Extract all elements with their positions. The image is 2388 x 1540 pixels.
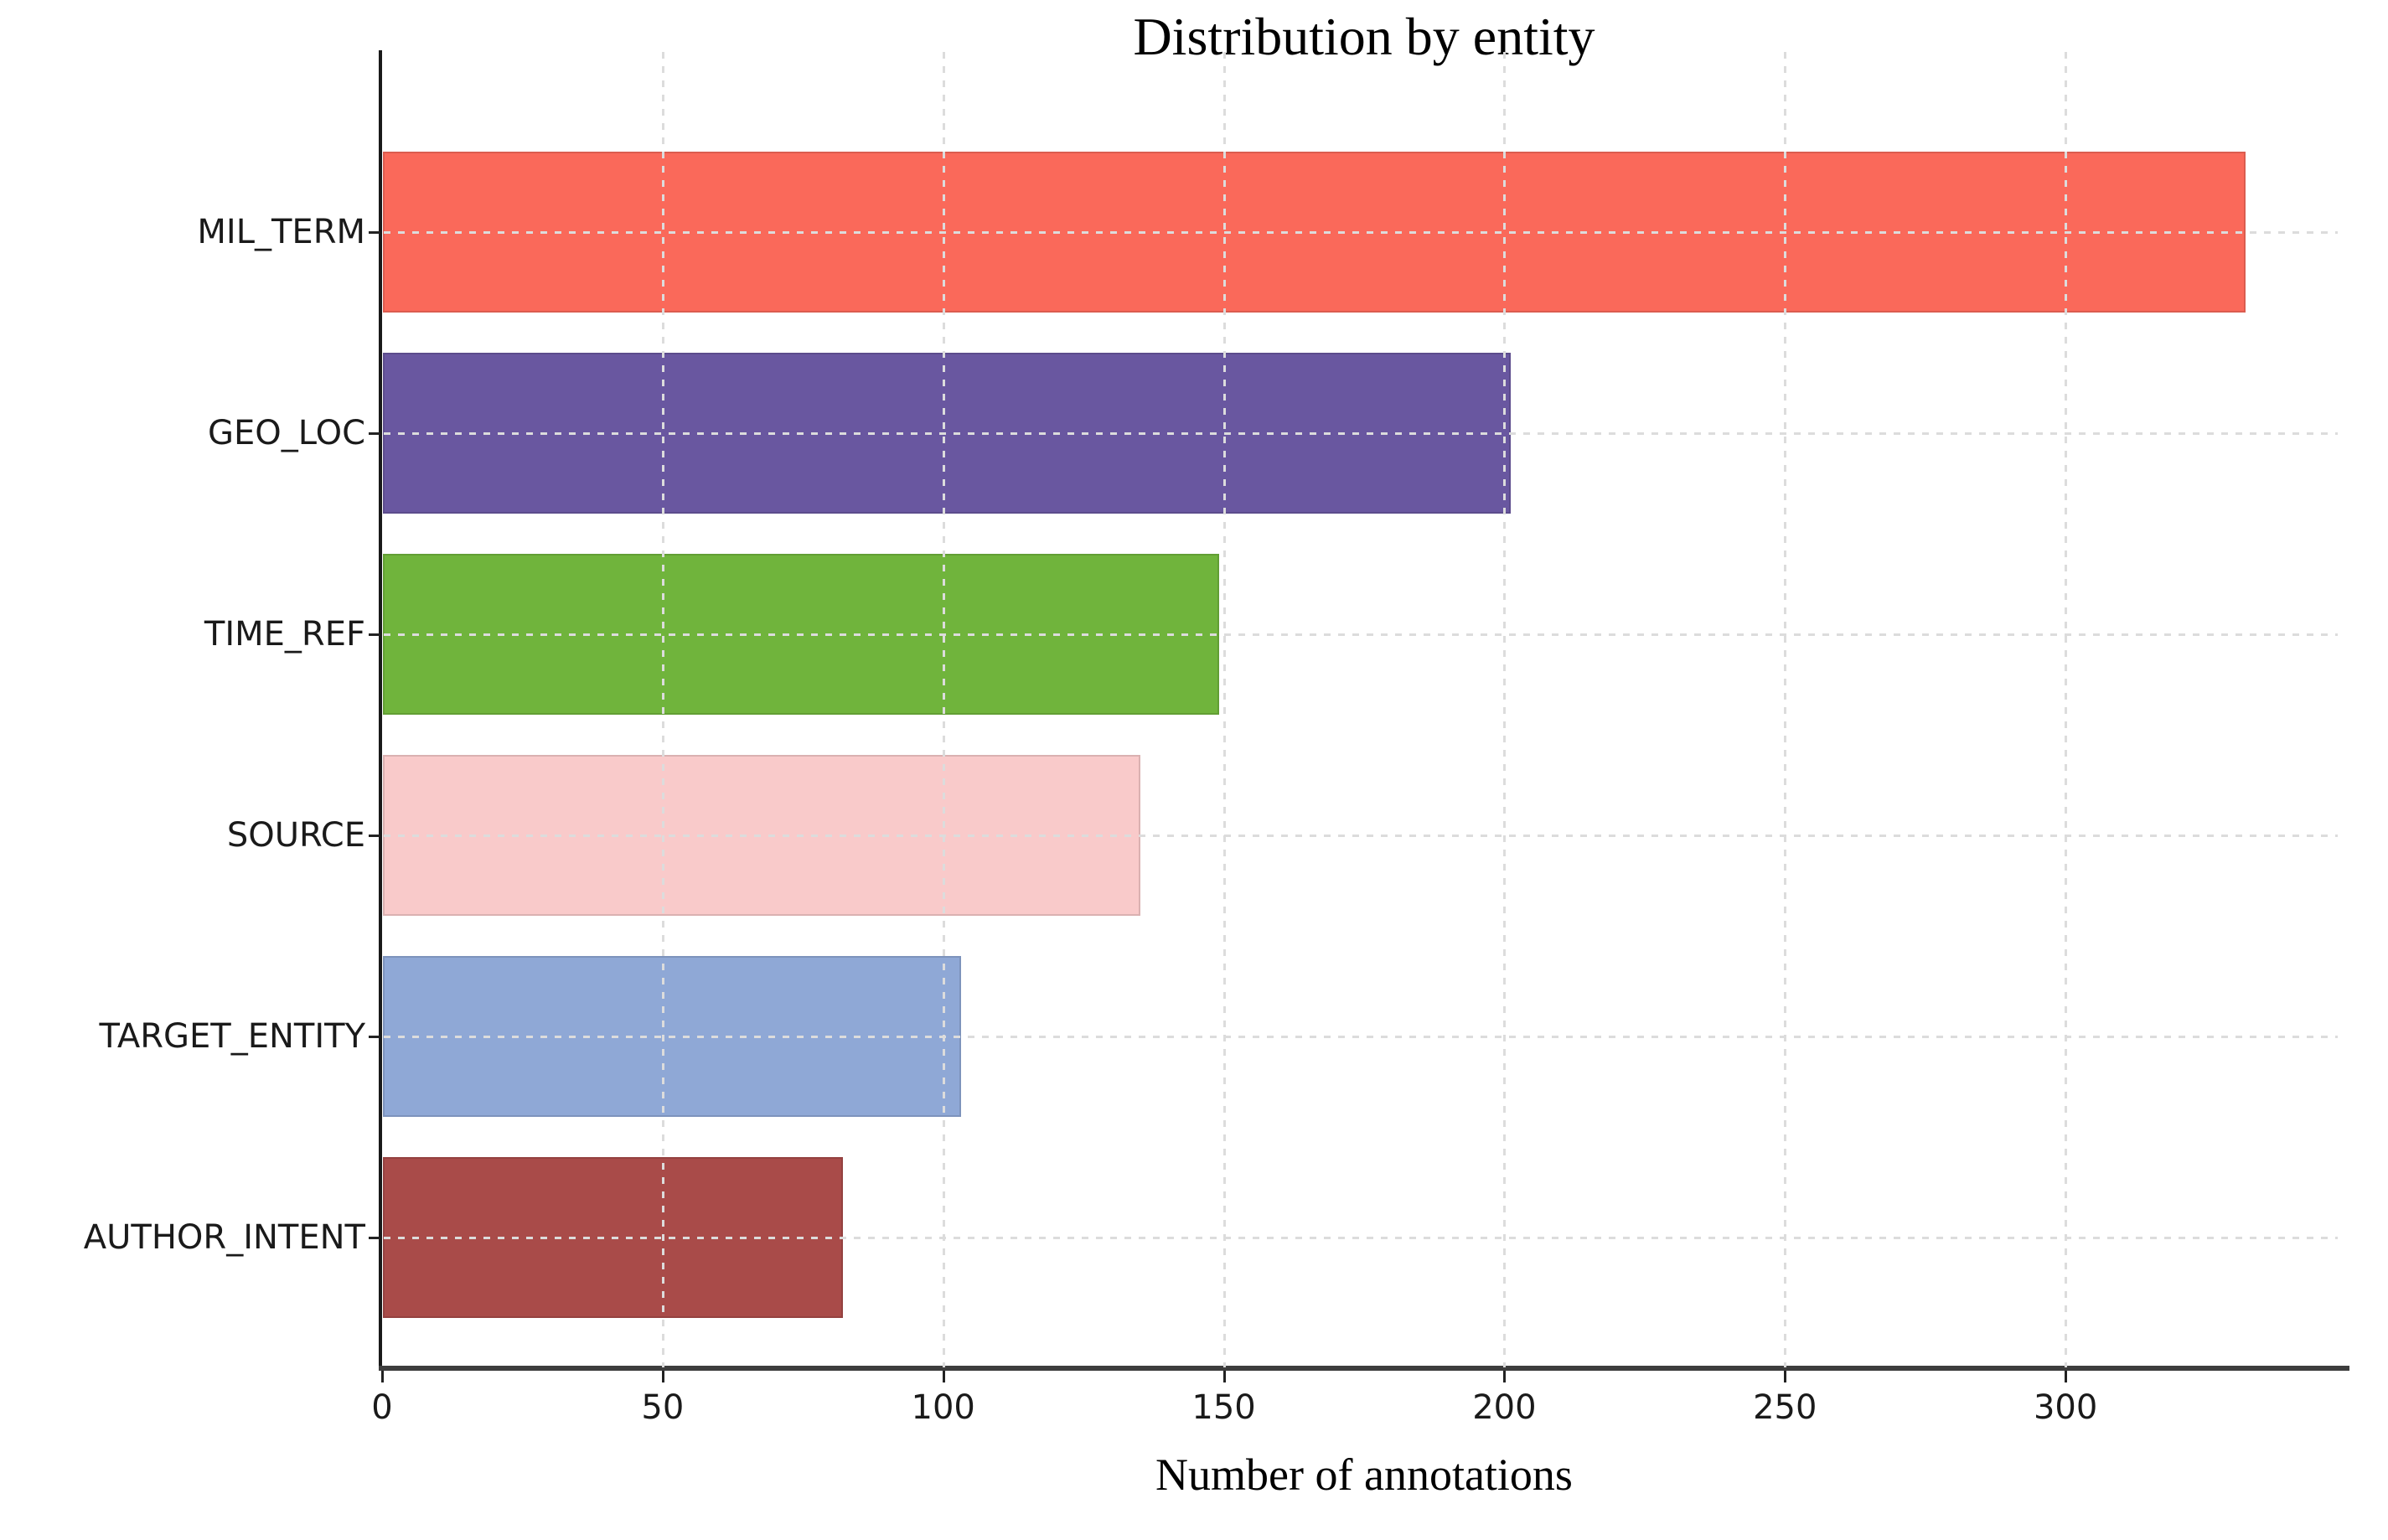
y-tick bbox=[369, 1036, 380, 1038]
gridline-h bbox=[384, 1036, 2338, 1038]
gridline-h bbox=[384, 633, 2338, 636]
x-axis-label: Number of annotations bbox=[1155, 1450, 1573, 1500]
y-tick bbox=[369, 231, 380, 234]
gridline-v bbox=[1222, 52, 1226, 1367]
y-tick bbox=[369, 1237, 380, 1239]
x-tick bbox=[2065, 1371, 2068, 1382]
y-tick bbox=[369, 633, 380, 636]
category-label-author_intent: AUTHOR_INTENT bbox=[83, 1218, 365, 1257]
y-tick bbox=[369, 835, 380, 837]
category-label-target_entity: TARGET_ENTITY bbox=[99, 1017, 365, 1056]
x-tick bbox=[942, 1371, 945, 1382]
category-label-time_ref: TIME_REF bbox=[204, 615, 365, 654]
gridline-v bbox=[942, 52, 945, 1367]
gridline-v bbox=[1784, 52, 1787, 1367]
x-tick bbox=[1222, 1371, 1226, 1382]
x-axis-spine bbox=[379, 1366, 2349, 1371]
x-tick-label: 50 bbox=[641, 1388, 685, 1427]
category-label-geo_loc: GEO_LOC bbox=[207, 414, 365, 452]
chart-title: Distribution by entity bbox=[1133, 7, 1595, 66]
x-tick-label: 250 bbox=[1753, 1388, 1817, 1427]
x-tick-label: 200 bbox=[1472, 1388, 1537, 1427]
gridline-h bbox=[384, 231, 2338, 234]
x-tick-label: 300 bbox=[2033, 1388, 2098, 1427]
x-tick bbox=[381, 1371, 384, 1382]
x-tick bbox=[661, 1371, 664, 1382]
gridline-h bbox=[384, 835, 2338, 837]
y-tick bbox=[369, 432, 380, 435]
x-tick-label: 150 bbox=[1191, 1388, 1256, 1427]
gridline-v bbox=[2065, 52, 2068, 1367]
category-label-mil_term: MIL_TERM bbox=[197, 213, 365, 251]
y-axis-spine bbox=[379, 50, 382, 1371]
gridline-v bbox=[1503, 52, 1507, 1367]
gridline-h bbox=[384, 432, 2338, 435]
x-tick-label: 100 bbox=[911, 1388, 975, 1427]
gridline-h bbox=[384, 1237, 2338, 1239]
x-tick bbox=[1784, 1371, 1787, 1382]
x-tick-label: 0 bbox=[371, 1388, 393, 1427]
x-tick bbox=[1503, 1371, 1507, 1382]
category-label-source: SOURCE bbox=[226, 816, 365, 855]
gridline-v bbox=[661, 52, 664, 1367]
